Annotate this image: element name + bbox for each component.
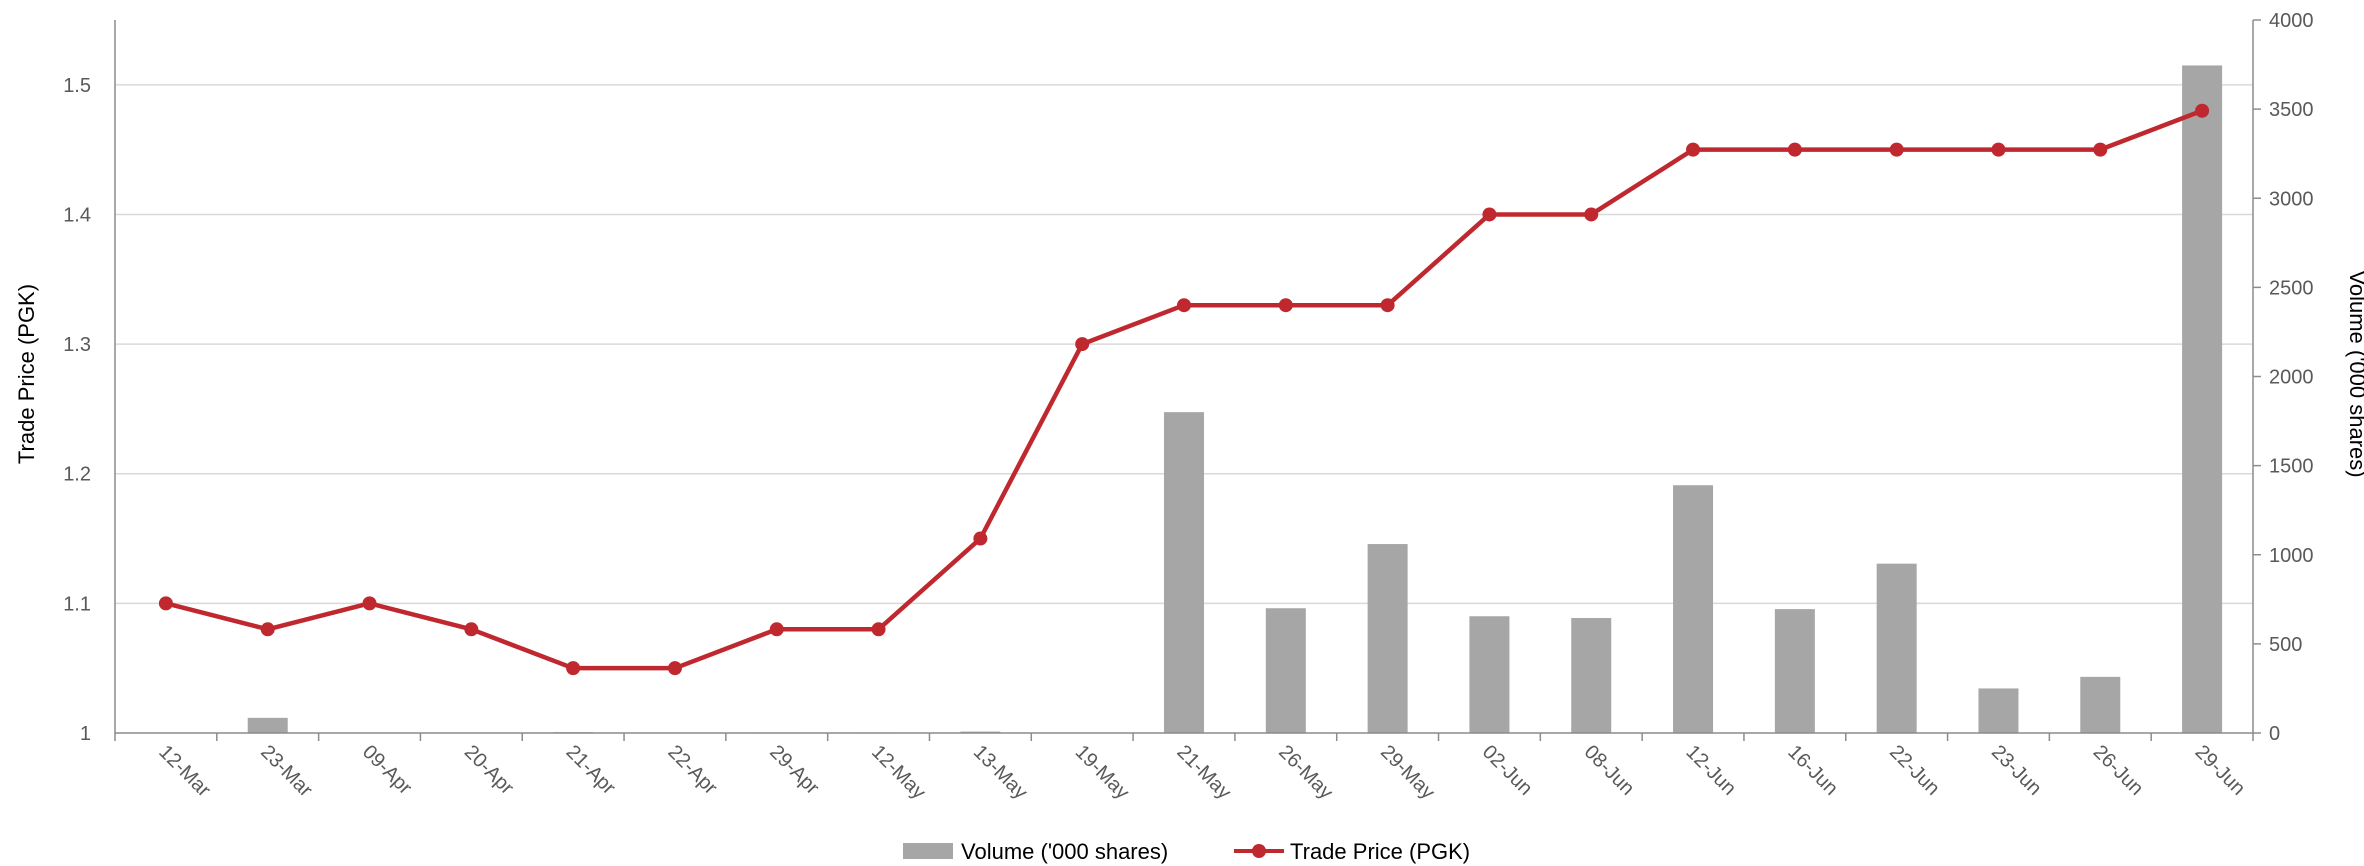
right-y-tick-label: 500	[2269, 634, 2302, 656]
left-y-tick-label: 1.5	[63, 75, 91, 97]
volume-bar	[1978, 688, 2019, 733]
left-y-axis-title: Trade Price (PGK)	[14, 284, 39, 464]
x-tick-label: 29-Jun	[2191, 741, 2250, 800]
right-y-tick-label: 2500	[2269, 277, 2314, 299]
right-y-tick-label: 3500	[2269, 99, 2314, 121]
price-point	[1482, 207, 1497, 222]
price-point	[1278, 298, 1293, 313]
price-point	[1991, 142, 2006, 157]
right-y-tick-label: 1500	[2269, 456, 2314, 478]
x-tick-label: 29-May	[1376, 741, 1439, 804]
x-tick-label: 13-May	[969, 741, 1032, 804]
price-point	[362, 596, 377, 611]
left-y-tick-label: 1.3	[63, 334, 91, 356]
x-tick-labels: 12-Mar 23-Mar 09-Apr 20-Apr 21-Apr 22-Apr 29-A…	[154, 741, 2249, 804]
x-tick-label: 26-Jun	[2089, 741, 2148, 800]
left-y-tick-label: 1	[80, 723, 91, 745]
price-point	[158, 596, 173, 611]
volume-bar	[247, 717, 288, 733]
price-point	[769, 622, 784, 637]
right-y-axis-title: Volume ('000 shares)	[2345, 270, 2364, 477]
right-y-tick-label: 3000	[2269, 188, 2314, 210]
x-tick-label: 22-Apr	[663, 741, 721, 799]
right-y-tick-label: 4000	[2269, 10, 2314, 32]
legend-price-marker	[1252, 844, 1266, 858]
legend: Volume ('000 shares) Trade Price (PGK)	[903, 839, 1470, 864]
right-y-tick-label: 1000	[2269, 545, 2314, 567]
legend-price-label: Trade Price (PGK)	[1290, 839, 1470, 864]
axes	[114, 19, 2261, 741]
volume-bars	[247, 65, 2223, 734]
x-tick-label: 12-May	[867, 741, 930, 804]
x-tick-label: 19-May	[1071, 741, 1134, 804]
x-tick-label: 21-Apr	[562, 741, 620, 799]
x-tick-label: 08-Jun	[1580, 741, 1639, 800]
price-point	[260, 622, 275, 637]
right-y-tick-labels: 0 500 1000 1500 2000 2500 3000 3500 4000	[2269, 10, 2314, 745]
right-y-tick-label: 0	[2269, 723, 2280, 745]
price-point	[2195, 103, 2210, 118]
price-point	[464, 622, 479, 637]
price-point	[1686, 142, 1701, 157]
legend-volume-label: Volume ('000 shares)	[961, 839, 1168, 864]
x-tick-label: 02-Jun	[1478, 741, 1537, 800]
left-y-tick-label: 1.2	[63, 464, 91, 486]
x-tick-label: 12-Jun	[1682, 741, 1741, 800]
volume-bar	[1265, 608, 1306, 733]
x-tick-label: 09-Apr	[358, 741, 416, 799]
price-point	[1177, 298, 1191, 313]
volume-bar	[1673, 485, 1714, 733]
volume-bar	[2080, 676, 2121, 733]
price-point	[1380, 298, 1395, 313]
price-line-layer	[158, 103, 2210, 676]
volume-bar	[1571, 618, 1612, 733]
left-y-tick-labels: 1 1.1 1.2 1.3 1.4 1.5	[63, 75, 91, 745]
x-tick-label: 16-Jun	[1783, 741, 1842, 800]
price-point	[1787, 142, 1802, 157]
price-point	[871, 622, 886, 637]
x-tick-label: 12-Mar	[154, 741, 215, 802]
volume-bar	[1774, 609, 1815, 733]
price-point	[566, 661, 581, 676]
volume-bar	[2182, 65, 2223, 734]
x-tick-label: 23-Jun	[1987, 741, 2046, 800]
x-tick-label: 20-Apr	[460, 741, 518, 799]
volume-bar	[1164, 412, 1204, 733]
volume-bar	[1367, 544, 1408, 733]
price-point	[1584, 207, 1599, 222]
legend-volume-swatch	[903, 843, 953, 859]
x-tick-label: 26-May	[1274, 741, 1337, 804]
volume-bar	[1876, 563, 1917, 733]
x-tick-label: 29-Apr	[765, 741, 823, 799]
x-tick-label: 21-May	[1172, 741, 1235, 804]
x-tick-label: 23-Mar	[256, 741, 317, 802]
left-y-tick-label: 1.4	[63, 204, 91, 226]
right-y-tick-label: 2000	[2269, 367, 2314, 389]
price-point	[667, 661, 682, 676]
price-point	[1889, 142, 1904, 157]
price-point	[973, 531, 988, 546]
price-point	[2093, 142, 2108, 157]
price-point	[1075, 337, 1090, 352]
x-tick-label: 22-Jun	[1885, 741, 1944, 800]
volume-bar	[1469, 616, 1510, 733]
left-y-tick-label: 1.1	[63, 593, 91, 615]
